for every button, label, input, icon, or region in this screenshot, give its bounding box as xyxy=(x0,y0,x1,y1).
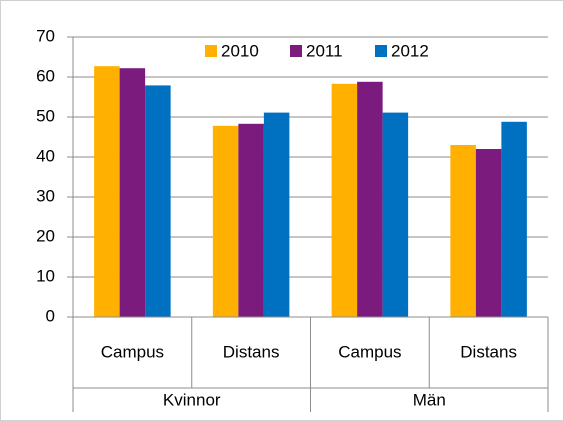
bar xyxy=(331,83,358,317)
y-tick-label: 60 xyxy=(36,66,55,85)
legend-label: 2012 xyxy=(391,41,429,60)
bar xyxy=(450,145,476,317)
y-tick-label: 20 xyxy=(36,226,55,245)
y-tick-label: 70 xyxy=(36,26,55,45)
bar xyxy=(238,123,264,317)
bar xyxy=(357,81,383,317)
legend-swatch xyxy=(205,45,217,57)
group-label: Kvinnor xyxy=(163,390,221,409)
y-tick-label: 0 xyxy=(46,306,55,325)
x-tick-label: Campus xyxy=(338,342,401,361)
bar xyxy=(475,149,502,317)
bar xyxy=(94,66,120,317)
bar xyxy=(501,121,527,317)
y-tick-label: 10 xyxy=(36,266,55,285)
y-tick-label: 30 xyxy=(36,186,55,205)
legend-label: 2010 xyxy=(221,41,259,60)
x-tick-label: Campus xyxy=(101,342,164,361)
x-tick-label: Distans xyxy=(460,342,517,361)
x-tick-label: Distans xyxy=(223,342,280,361)
bar xyxy=(145,85,171,318)
legend-swatch xyxy=(375,45,387,57)
bar xyxy=(212,125,239,317)
legend-swatch xyxy=(290,45,302,57)
legend-label: 2011 xyxy=(306,41,343,60)
bar xyxy=(119,68,146,317)
bar xyxy=(382,112,409,317)
bar xyxy=(263,112,290,317)
group-label: Män xyxy=(413,390,446,409)
y-tick-label: 40 xyxy=(36,146,55,165)
y-tick-label: 50 xyxy=(36,106,55,125)
